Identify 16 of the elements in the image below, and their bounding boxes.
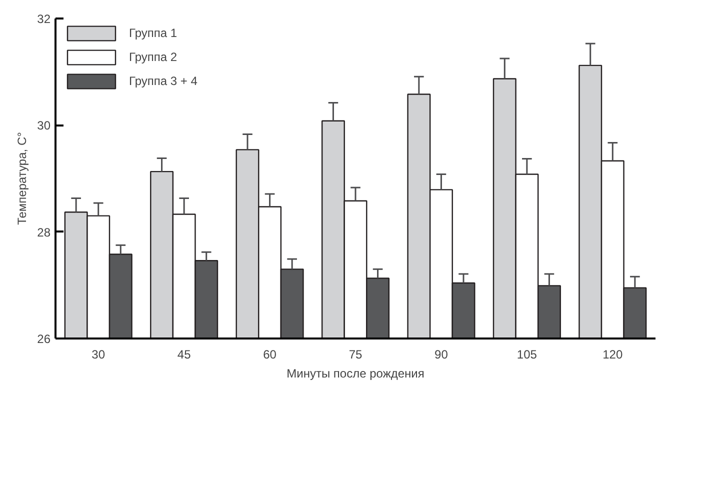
y-axis-title: Температура, C° [15,132,30,225]
x-tick-label: 45 [177,348,192,362]
y-tick-label: 30 [37,118,51,133]
x-axis-title: Минуты после рождения [286,366,424,380]
legend-label: Группа 1 [129,26,178,40]
x-tick-label: 60 [263,348,277,362]
x-tick-label: 30 [92,348,106,362]
x-tick-label: 75 [348,348,362,362]
y-tick-label: 32 [37,12,51,26]
x-tick-label: 90 [434,348,448,362]
legend-label: Группа 3 + 4 [129,74,198,88]
legend-label: Группа 2 [129,50,178,64]
x-tick-label: 120 [602,348,623,362]
x-tick-label: 105 [516,348,538,362]
y-tick-label: 28 [37,225,51,240]
y-tick-label: 26 [37,332,51,346]
